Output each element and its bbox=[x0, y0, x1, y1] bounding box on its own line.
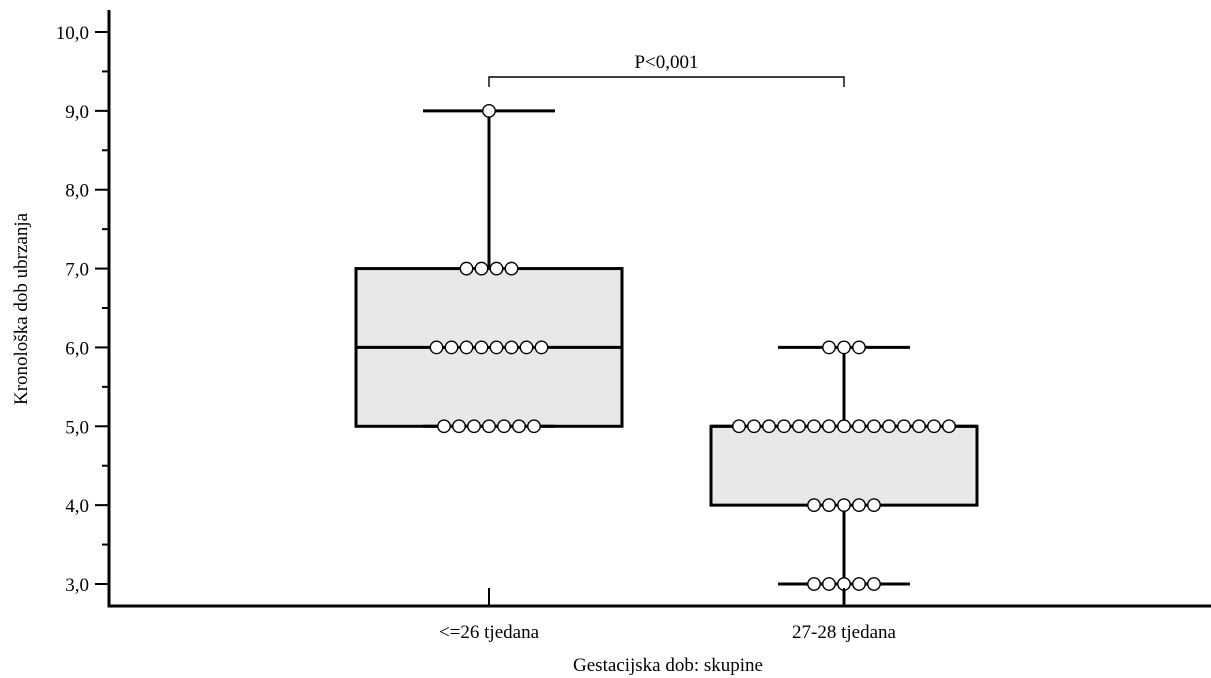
box-group bbox=[709, 340, 979, 604]
data-point bbox=[822, 340, 836, 355]
x-tick-label: 27-28 tjedana bbox=[792, 622, 897, 643]
data-point bbox=[777, 419, 791, 434]
y-tick-label: 7,0 bbox=[65, 260, 89, 281]
data-point bbox=[852, 340, 866, 355]
box-groups bbox=[354, 103, 979, 604]
y-tick-label: 3,0 bbox=[65, 575, 89, 596]
y-axis-title: Kronološka dob ubrzanja bbox=[11, 212, 32, 405]
y-tick-label: 9,0 bbox=[65, 102, 89, 123]
data-point bbox=[459, 261, 474, 276]
data-point bbox=[912, 419, 926, 434]
x-tick-label: <=26 tjedana bbox=[439, 622, 540, 643]
data-point bbox=[459, 340, 474, 355]
data-point bbox=[732, 419, 746, 434]
data-point bbox=[504, 261, 519, 276]
data-point bbox=[897, 419, 911, 434]
data-point bbox=[867, 498, 881, 513]
data-point bbox=[807, 419, 821, 434]
box-iqr bbox=[709, 424, 979, 507]
y-tick-label: 4,0 bbox=[65, 496, 89, 517]
data-point bbox=[497, 419, 511, 434]
data-point bbox=[452, 419, 466, 434]
y-tick-label: 5,0 bbox=[65, 417, 89, 438]
data-point bbox=[807, 577, 821, 591]
data-point bbox=[444, 340, 459, 355]
data-point bbox=[489, 261, 504, 276]
data-point bbox=[852, 577, 866, 591]
data-point bbox=[942, 419, 956, 434]
y-tick-label: 6,0 bbox=[65, 338, 89, 359]
data-point bbox=[927, 419, 941, 434]
data-point bbox=[489, 340, 504, 355]
data-point bbox=[822, 577, 836, 591]
data-point bbox=[474, 261, 489, 276]
data-point bbox=[504, 340, 519, 355]
x-axis-title: Gestacijska dob: skupine bbox=[573, 655, 763, 676]
data-point bbox=[512, 419, 526, 434]
data-point bbox=[527, 419, 541, 434]
data-point bbox=[482, 419, 496, 434]
data-point bbox=[852, 498, 866, 513]
data-point bbox=[822, 498, 836, 513]
y-tick-label: 10,0 bbox=[56, 23, 89, 44]
y-axis-ticks: 3,0 4,0 5,0 6,0 7,0 8,0 9,0 10,0 bbox=[56, 23, 109, 596]
data-point bbox=[762, 419, 776, 434]
significance-label: P<0,001 bbox=[634, 52, 698, 73]
data-point bbox=[837, 340, 851, 355]
data-point bbox=[534, 340, 549, 355]
data-point bbox=[429, 340, 444, 355]
data-point bbox=[867, 419, 881, 434]
data-point bbox=[467, 419, 481, 434]
data-point bbox=[519, 340, 534, 355]
axes bbox=[107, 10, 1211, 608]
data-point bbox=[867, 577, 881, 591]
data-point bbox=[482, 103, 496, 118]
data-point bbox=[837, 419, 851, 434]
significance-bracket: P<0,001 bbox=[488, 52, 845, 87]
significance-bracket-line bbox=[488, 76, 845, 87]
box-group bbox=[354, 103, 624, 434]
data-point bbox=[807, 498, 821, 513]
x-axis-tick-labels: <=26 tjedana 27-28 tjedana bbox=[439, 588, 897, 643]
y-tick-label: 8,0 bbox=[65, 181, 89, 202]
data-point bbox=[474, 340, 489, 355]
data-point bbox=[437, 419, 451, 434]
data-point bbox=[792, 419, 806, 434]
data-point bbox=[852, 419, 866, 434]
data-point bbox=[822, 419, 836, 434]
data-point bbox=[747, 419, 761, 434]
data-point bbox=[882, 419, 896, 434]
data-point bbox=[837, 498, 851, 513]
